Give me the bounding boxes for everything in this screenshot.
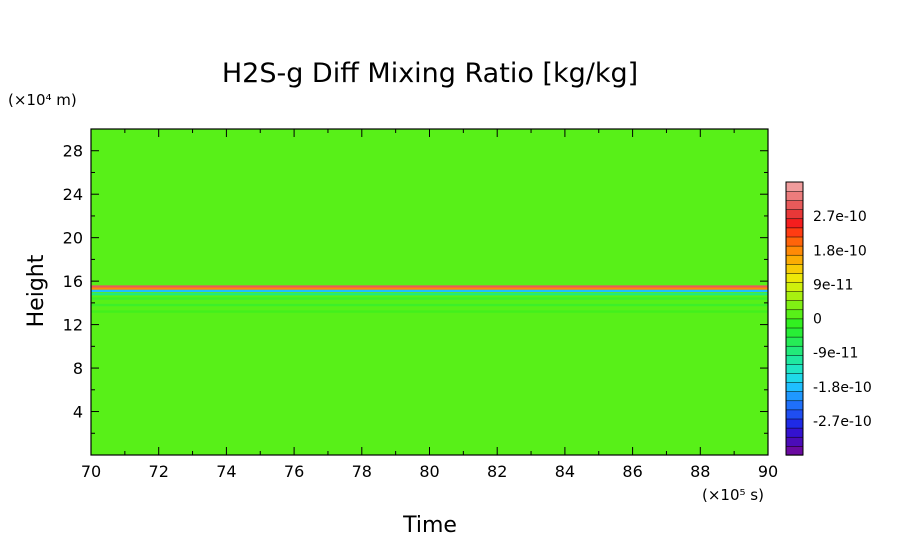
colorbar-swatch [785, 436, 804, 447]
plot-area [90, 128, 769, 456]
colorbar-label: 9e-11 [813, 277, 853, 293]
x-tick-label: 70 [81, 462, 101, 481]
colorbar-swatch [785, 391, 804, 402]
colorbar-label: -2.7e-10 [813, 414, 872, 430]
colorbar-label: -1.8e-10 [813, 380, 872, 396]
colorbar-swatch [785, 400, 804, 411]
y-axis-label: Height [24, 254, 49, 327]
colorbar-label: 0 [813, 312, 822, 328]
y-tick-label: 20 [63, 229, 83, 248]
colorbar-swatch [785, 245, 804, 256]
heatmap-band [91, 303, 768, 307]
x-unit-label: (×10⁵ s) [702, 486, 764, 504]
y-axis: 4 8 12 16 20 24 28 [63, 142, 768, 434]
colorbar-label: 1.8e-10 [813, 243, 867, 259]
y-tick-label: 4 [73, 403, 83, 422]
x-tick-label: 76 [284, 462, 304, 481]
x-tick-label: 90 [758, 462, 778, 481]
y-tick-label: 16 [63, 272, 83, 291]
colorbar-swatch [785, 309, 804, 320]
colorbar-swatch [785, 181, 804, 192]
colorbar-swatch [785, 236, 804, 247]
x-tick-label: 74 [216, 462, 236, 481]
colorbar-swatch [785, 190, 804, 201]
x-axis: 70 72 74 76 78 80 82 84 86 88 90 [81, 129, 778, 481]
colorbar-swatch [785, 345, 804, 356]
colorbar-swatch [785, 290, 804, 301]
heatmap-band [91, 297, 768, 300]
colorbar-swatch [785, 281, 804, 292]
colorbar-swatch [785, 427, 804, 438]
colorbar-swatch [785, 272, 804, 283]
heatmap-band [91, 287, 768, 290]
x-tick-label: 88 [690, 462, 710, 481]
colorbar-swatch [785, 209, 804, 220]
colorbar-swatch [785, 336, 804, 347]
colorbar-frame [785, 181, 804, 456]
x-tick-label: 80 [419, 462, 439, 481]
heatmap-band [91, 292, 768, 296]
colorbar-swatch [785, 300, 804, 311]
colorbar: 2.7e-10 1.8e-10 9e-11 0 -9e-11 -1.8e-10 -2.7e-… [785, 181, 872, 456]
colorbar-swatch [785, 409, 804, 420]
x-tick-label: 72 [149, 462, 169, 481]
heatmap-band [91, 310, 768, 313]
x-axis-label: Time [402, 513, 457, 538]
colorbar-label: 2.7e-10 [813, 209, 867, 225]
x-tick-label: 82 [487, 462, 507, 481]
x-tick-label: 78 [352, 462, 372, 481]
colorbar-swatch [785, 218, 804, 229]
colorbar-swatch [785, 254, 804, 265]
y-tick-label: 24 [63, 185, 83, 204]
y-tick-label: 12 [63, 316, 83, 335]
chart-title: H2S-g Diff Mixing Ratio [kg/kg] [222, 58, 638, 89]
heatmap-band [91, 289, 768, 293]
colorbar-swatch [785, 363, 804, 374]
colorbar-swatch [785, 354, 804, 365]
colorbar-label: -9e-11 [813, 346, 858, 362]
x-tick-label: 84 [555, 462, 575, 481]
colorbar-swatch [785, 445, 804, 456]
colorbar-swatch [785, 327, 804, 338]
y-unit-label: (×10⁴ m) [8, 91, 77, 109]
colorbar-swatch [785, 199, 804, 210]
x-tick-label: 86 [622, 462, 642, 481]
heatmap-band [91, 285, 768, 288]
colorbar-swatch [785, 372, 804, 383]
colorbar-swatch [785, 418, 804, 429]
colorbar-swatch [785, 318, 804, 329]
y-tick-label: 28 [63, 142, 83, 161]
colorbar-swatch [785, 381, 804, 392]
colorbar-swatch [785, 263, 804, 274]
colorbar-swatch [785, 227, 804, 238]
y-tick-label: 8 [73, 359, 83, 378]
